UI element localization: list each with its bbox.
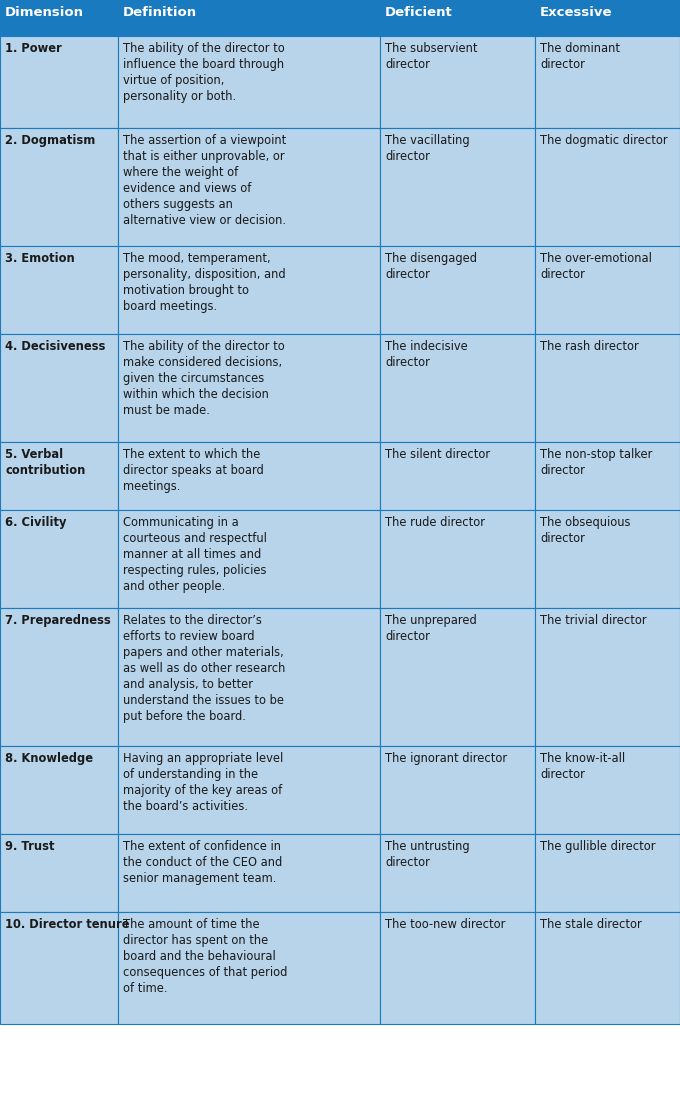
Bar xyxy=(535,510,680,608)
Bar xyxy=(0,36,118,128)
Bar xyxy=(535,442,680,510)
Bar xyxy=(535,912,680,1024)
Bar xyxy=(380,36,535,128)
Bar xyxy=(0,246,118,334)
Bar xyxy=(535,334,680,442)
Bar xyxy=(380,834,535,912)
Text: The too-new director: The too-new director xyxy=(385,918,505,931)
Bar xyxy=(0,0,118,36)
Text: 7. Preparedness: 7. Preparedness xyxy=(5,614,111,627)
Bar xyxy=(118,608,380,747)
Bar xyxy=(118,128,380,246)
Text: The assertion of a viewpoint
that is either unprovable, or
where the weight of
e: The assertion of a viewpoint that is eit… xyxy=(123,134,286,227)
Bar xyxy=(535,834,680,912)
Text: The vacillating
director: The vacillating director xyxy=(385,134,470,163)
Text: The silent director: The silent director xyxy=(385,448,490,461)
Bar xyxy=(380,747,535,834)
Text: The untrusting
director: The untrusting director xyxy=(385,841,470,869)
Text: The rude director: The rude director xyxy=(385,516,485,529)
Text: The dogmatic director: The dogmatic director xyxy=(540,134,668,146)
Text: 6. Civility: 6. Civility xyxy=(5,516,67,529)
Text: 5. Verbal
contribution: 5. Verbal contribution xyxy=(5,448,86,477)
Text: The rash director: The rash director xyxy=(540,340,639,353)
Bar xyxy=(118,912,380,1024)
Text: The gullible director: The gullible director xyxy=(540,841,656,853)
Text: 8. Knowledge: 8. Knowledge xyxy=(5,752,93,765)
Text: The non-stop talker
director: The non-stop talker director xyxy=(540,448,652,477)
Bar xyxy=(0,747,118,834)
Bar xyxy=(380,246,535,334)
Text: The extent of confidence in
the conduct of the CEO and
senior management team.: The extent of confidence in the conduct … xyxy=(123,841,282,885)
Text: 10. Director tenure: 10. Director tenure xyxy=(5,918,129,931)
Bar xyxy=(380,334,535,442)
Text: The ignorant director: The ignorant director xyxy=(385,752,507,765)
Bar xyxy=(0,334,118,442)
Bar xyxy=(535,36,680,128)
Bar xyxy=(0,912,118,1024)
Bar xyxy=(118,246,380,334)
Bar xyxy=(0,608,118,747)
Bar xyxy=(535,608,680,747)
Text: 2. Dogmatism: 2. Dogmatism xyxy=(5,134,95,146)
Bar xyxy=(380,442,535,510)
Bar xyxy=(0,834,118,912)
Bar xyxy=(535,128,680,246)
Text: Definition: Definition xyxy=(123,5,197,19)
Text: The know-it-all
director: The know-it-all director xyxy=(540,752,625,781)
Text: The disengaged
director: The disengaged director xyxy=(385,252,477,281)
Bar xyxy=(380,510,535,608)
Bar xyxy=(118,36,380,128)
Text: The ability of the director to
make considered decisions,
given the circumstance: The ability of the director to make cons… xyxy=(123,340,285,418)
Text: The subservient
director: The subservient director xyxy=(385,42,477,71)
Text: The dominant
director: The dominant director xyxy=(540,42,620,71)
Bar xyxy=(118,0,380,36)
Text: The stale director: The stale director xyxy=(540,918,642,931)
Text: The over-emotional
director: The over-emotional director xyxy=(540,252,652,281)
Text: Deficient: Deficient xyxy=(385,5,453,19)
Text: The trivial director: The trivial director xyxy=(540,614,647,627)
Text: The unprepared
director: The unprepared director xyxy=(385,614,477,643)
Bar xyxy=(118,510,380,608)
Bar xyxy=(118,834,380,912)
Text: Excessive: Excessive xyxy=(540,5,613,19)
Bar xyxy=(0,510,118,608)
Bar xyxy=(380,608,535,747)
Bar xyxy=(535,246,680,334)
Text: Relates to the director’s
efforts to review board
papers and other materials,
as: Relates to the director’s efforts to rev… xyxy=(123,614,286,722)
Bar xyxy=(535,0,680,36)
Bar xyxy=(380,912,535,1024)
Bar xyxy=(535,747,680,834)
Bar xyxy=(380,0,535,36)
Bar xyxy=(118,442,380,510)
Bar xyxy=(0,128,118,246)
Text: 4. Decisiveness: 4. Decisiveness xyxy=(5,340,105,353)
Text: 1. Power: 1. Power xyxy=(5,42,62,55)
Text: The obsequious
director: The obsequious director xyxy=(540,516,630,545)
Bar xyxy=(380,128,535,246)
Text: Dimension: Dimension xyxy=(5,5,84,19)
Bar xyxy=(0,442,118,510)
Text: 9. Trust: 9. Trust xyxy=(5,841,54,853)
Text: The amount of time the
director has spent on the
board and the behavioural
conse: The amount of time the director has spen… xyxy=(123,918,288,995)
Text: Having an appropriate level
of understanding in the
majority of the key areas of: Having an appropriate level of understan… xyxy=(123,752,284,813)
Text: The extent to which the
director speaks at board
meetings.: The extent to which the director speaks … xyxy=(123,448,264,493)
Text: The indecisive
director: The indecisive director xyxy=(385,340,468,369)
Bar xyxy=(118,334,380,442)
Bar xyxy=(118,747,380,834)
Text: The mood, temperament,
personality, disposition, and
motivation brought to
board: The mood, temperament, personality, disp… xyxy=(123,252,286,313)
Text: Communicating in a
courteous and respectful
manner at all times and
respecting r: Communicating in a courteous and respect… xyxy=(123,516,267,593)
Text: The ability of the director to
influence the board through
virtue of position,
p: The ability of the director to influence… xyxy=(123,42,285,103)
Text: 3. Emotion: 3. Emotion xyxy=(5,252,75,265)
